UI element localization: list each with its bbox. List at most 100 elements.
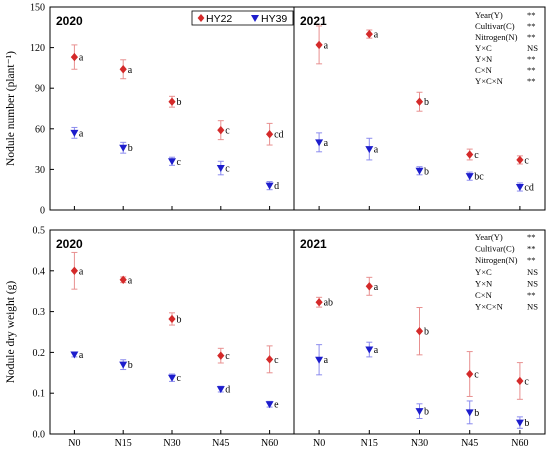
stat-term: Y×C×N	[475, 302, 504, 312]
y-tick-label: 0.0	[33, 430, 46, 441]
stat-significance: **	[527, 244, 536, 254]
hy22-point	[266, 130, 274, 139]
stat-term: Y×C×N	[475, 76, 504, 86]
stat-significance: NS	[527, 43, 538, 53]
hy22-point	[516, 155, 524, 165]
significance-letter: cd	[524, 182, 533, 193]
x-tick-label: N45	[461, 438, 478, 449]
legend-marker-hy39	[251, 15, 259, 22]
significance-letter: a	[79, 128, 84, 139]
hy22-point	[315, 298, 323, 307]
hy39-point	[465, 173, 474, 181]
significance-letter: b	[424, 327, 429, 338]
y-tick-label: 90	[35, 84, 45, 95]
stat-term: C×N	[475, 65, 493, 75]
stat-significance: **	[527, 255, 536, 265]
hy39-point	[119, 144, 128, 152]
significance-letter: b	[424, 407, 429, 418]
significance-letter: c	[225, 351, 230, 362]
significance-letter: a	[374, 30, 379, 41]
x-tick-label: N30	[411, 438, 428, 449]
y-tick-label: 60	[35, 124, 45, 135]
hy22-point	[516, 376, 524, 386]
significance-letter: a	[128, 275, 133, 286]
legend-box	[191, 10, 294, 26]
hy39-point	[515, 419, 524, 427]
stat-term: C×N	[475, 290, 493, 300]
hy39-point	[168, 158, 176, 166]
significance-letter: d	[225, 385, 230, 396]
x-tick-label: N15	[115, 438, 132, 449]
significance-letter: a	[128, 65, 133, 76]
hy39-point	[315, 139, 324, 147]
x-tick-label: N45	[212, 438, 229, 449]
hy39-point	[70, 351, 79, 359]
significance-letter: b	[424, 97, 429, 108]
legend-label: HY39	[261, 13, 287, 25]
hy39-point	[265, 182, 274, 190]
significance-letter: b	[474, 408, 479, 419]
significance-letter: cd	[274, 130, 283, 141]
stat-term: Y×C	[475, 43, 492, 53]
legend-label: HY22	[206, 13, 232, 25]
y-axis-title: Nodule number (plant⁻¹)	[5, 51, 17, 166]
panel-frame-3	[49, 229, 295, 435]
legend-marker-hy22	[197, 14, 205, 22]
x-tick-label: N15	[361, 438, 378, 449]
hy39-point	[216, 165, 225, 173]
stat-term: Cultivar(C)	[475, 244, 515, 254]
y-tick-label: 30	[35, 165, 45, 176]
stat-significance: NS	[527, 267, 538, 277]
panel-year-label: 2021	[300, 237, 327, 251]
y-tick-label: 0	[40, 206, 45, 217]
stat-term: Year(Y)	[475, 232, 503, 242]
hy39-point	[415, 408, 424, 416]
hy39-point	[465, 409, 474, 417]
significance-letter: c	[274, 355, 279, 366]
significance-letter: a	[324, 355, 329, 366]
significance-letter: b	[524, 418, 529, 429]
stat-significance: **	[527, 21, 536, 31]
x-tick-label: N0	[68, 438, 80, 449]
stat-term: Nitrogen(N)	[475, 32, 518, 42]
hy39-point	[168, 374, 176, 382]
significance-letter: a	[79, 53, 84, 64]
significance-letter: bc	[474, 172, 484, 183]
significance-letter: c	[177, 373, 182, 384]
significance-letter: c	[524, 155, 529, 166]
hy39-point	[70, 129, 79, 137]
significance-letter: a	[374, 345, 379, 356]
significance-letter: c	[225, 164, 230, 175]
y-tick-label: 0.5	[33, 226, 46, 237]
significance-letter: d	[274, 181, 279, 192]
hy22-point	[466, 150, 474, 159]
hy22-point	[217, 351, 225, 360]
hy22-point	[415, 97, 424, 106]
hy22-point	[365, 29, 373, 39]
stat-term: Y×N	[475, 278, 493, 288]
stat-significance: **	[527, 10, 536, 20]
panel-frame-1	[49, 6, 295, 211]
stat-term: Y×C	[475, 267, 492, 277]
stat-significance: **	[527, 232, 536, 242]
hy22-point	[365, 282, 373, 291]
significance-letter: a	[79, 350, 84, 361]
significance-letter: b	[424, 166, 429, 177]
significance-letter: b	[128, 143, 133, 154]
x-tick-label: N30	[163, 438, 180, 449]
significance-letter: b	[177, 97, 182, 108]
y-tick-label: 0.3	[33, 307, 46, 318]
panel-year-label: 2020	[56, 237, 83, 251]
significance-letter: c	[474, 150, 479, 161]
significance-letter: c	[474, 370, 479, 381]
significance-letter: b	[177, 314, 182, 325]
hy22-point	[119, 275, 127, 284]
hy22-point	[70, 266, 78, 275]
x-tick-label: N60	[261, 438, 278, 449]
stat-term: Y×N	[475, 54, 493, 64]
y-axis-title: Nodule dry weight (g)	[5, 281, 17, 384]
stat-significance: **	[527, 76, 536, 86]
stat-significance: NS	[527, 278, 538, 288]
significance-letter: b	[128, 360, 133, 371]
